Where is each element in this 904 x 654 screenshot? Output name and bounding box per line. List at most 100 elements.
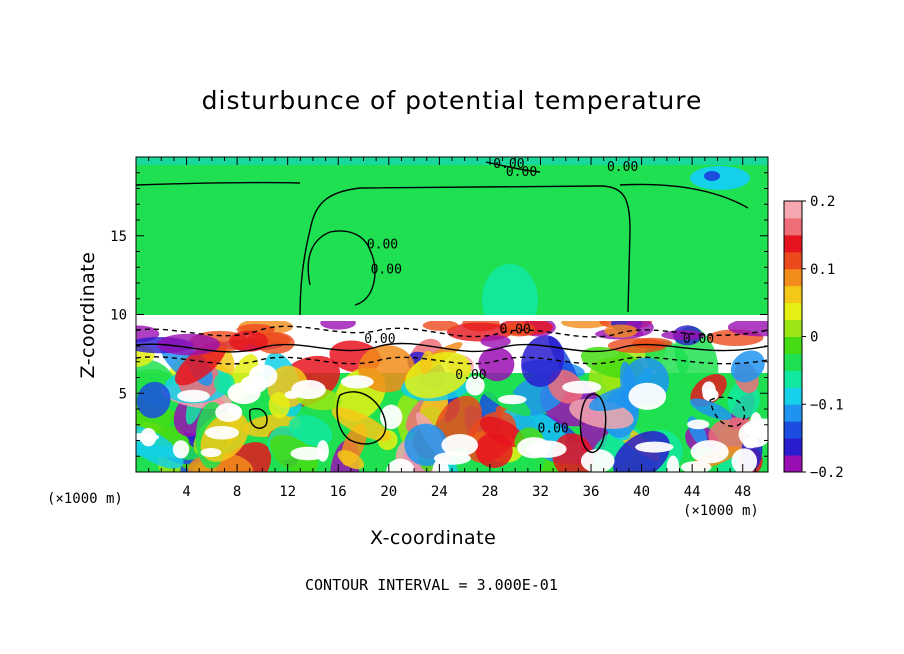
interface-blob (632, 337, 673, 349)
x-axis-label: X-coordinate (370, 527, 497, 549)
interface-blob (502, 322, 536, 337)
colorbar-swatch (784, 370, 802, 388)
colorbar-swatch (784, 285, 802, 304)
colorbar-swatch (784, 319, 802, 337)
eddy-core (580, 449, 615, 472)
colorbar-swatch (784, 387, 802, 405)
eddy-core (680, 461, 712, 472)
eddy-core (291, 379, 326, 400)
contour-label: 0.00 (364, 332, 395, 347)
eddy-blob (473, 376, 531, 417)
colorbar-tick-label: −0.2 (810, 465, 844, 481)
x-unit-label-left: (×1000 m) (47, 491, 123, 507)
eddy-core (140, 427, 157, 447)
contour-label: 0.00 (607, 160, 638, 175)
colorbar-swatch (784, 217, 802, 236)
eddy-blob (337, 450, 365, 470)
x-tick-label: 16 (330, 484, 347, 500)
eddy-core (562, 380, 602, 394)
eddy-core (635, 441, 674, 453)
eddy-core (441, 433, 479, 457)
eddy-core (380, 404, 403, 430)
contour-label: 0.00 (367, 237, 398, 252)
eddy-core (465, 375, 485, 396)
colorbar-tick-label: 0.2 (810, 194, 835, 210)
eddy-blob (475, 432, 513, 468)
x-tick-label: 4 (182, 484, 190, 500)
x-tick-label: 44 (684, 484, 701, 500)
colorbar-swatch (784, 302, 802, 321)
eddy-core (226, 406, 242, 416)
interface-blob (480, 335, 511, 348)
eddy-core (432, 458, 450, 472)
upper-anomaly-core (704, 171, 720, 181)
contour-label-group: 0.000.00 0.000.000.000.000.00 0.000.000.00 (364, 157, 714, 437)
eddy-core (687, 419, 710, 430)
eddy-blob (136, 381, 171, 419)
eddy-blob (689, 398, 733, 421)
eddy-core (172, 440, 190, 459)
colorbar-swatch (784, 234, 802, 253)
contour-label: 0.00 (493, 157, 524, 172)
eddy-core (290, 446, 327, 461)
colorbar-swatch (784, 353, 802, 371)
x-tick-label: 20 (380, 484, 397, 500)
eddy-core (666, 455, 680, 472)
x-tick-label: 36 (583, 484, 600, 500)
colorbar-tick-label: 0 (810, 330, 818, 346)
eddy-core (177, 389, 210, 403)
colorbar-swatch (784, 421, 802, 439)
interface-blob (661, 330, 705, 341)
eddy-core (200, 447, 222, 458)
x-tick-label: 40 (633, 484, 650, 500)
eddy-core (690, 440, 729, 464)
eddy-blob (479, 416, 525, 448)
eddy-core (204, 426, 240, 440)
colorbar-swatch (784, 404, 802, 422)
colorbar-swatch (784, 268, 802, 287)
x-tick-label: 28 (481, 484, 498, 500)
eddy-blob (478, 346, 515, 382)
eddy-blob (730, 350, 765, 383)
y-axis-ticks: 5 10 15 (110, 156, 768, 473)
eddy-core (743, 418, 768, 439)
colorbar-swatch (784, 251, 802, 270)
eddy-core (498, 394, 527, 405)
contour-label: 0.00 (537, 422, 568, 437)
interface-blob (229, 330, 269, 352)
contour-label: 0.00 (506, 165, 537, 180)
x-tick-label: 24 (431, 484, 448, 500)
y-tick-label: 10 (110, 308, 127, 324)
x-axis-ticks: 4 8 12 16 20 24 28 32 36 40 44 48 (135, 157, 769, 500)
colorbar: 0.2 0.1 0 −0.1 −0.2 (783, 194, 844, 481)
colorbar-swatch (784, 201, 802, 219)
interface-blob (604, 324, 638, 338)
eddy-blob (420, 350, 434, 375)
interface-blob (727, 318, 768, 337)
eddy-core (526, 440, 567, 458)
contour-label: 0.00 (455, 368, 486, 383)
eddy-core (340, 375, 374, 389)
chart-title: disturbunce of potential temperature (201, 86, 703, 115)
eddy-blob (174, 341, 227, 386)
eddy-blob (268, 392, 290, 419)
eddy-core (731, 448, 758, 472)
interface-blob (422, 319, 459, 331)
colorbar-swatch (784, 438, 802, 456)
upper-anomaly-right (690, 166, 750, 190)
eddy-core (386, 458, 415, 472)
contour-lines (136, 161, 768, 453)
eddy-blob (521, 335, 565, 387)
y-tick-label: 5 (119, 386, 127, 402)
x-tick-label: 48 (734, 484, 751, 500)
colorbar-tick-label: −0.1 (810, 397, 844, 413)
x-tick-label: 12 (279, 484, 296, 500)
eddy-blob (502, 407, 567, 450)
eddy-blob (331, 407, 392, 442)
colorbar-swatch (784, 336, 802, 354)
colorbar-tick-label: 0.1 (810, 262, 835, 278)
x-tick-label: 32 (532, 484, 549, 500)
eddy-core (749, 412, 763, 438)
contour-label: 0.00 (500, 322, 531, 337)
